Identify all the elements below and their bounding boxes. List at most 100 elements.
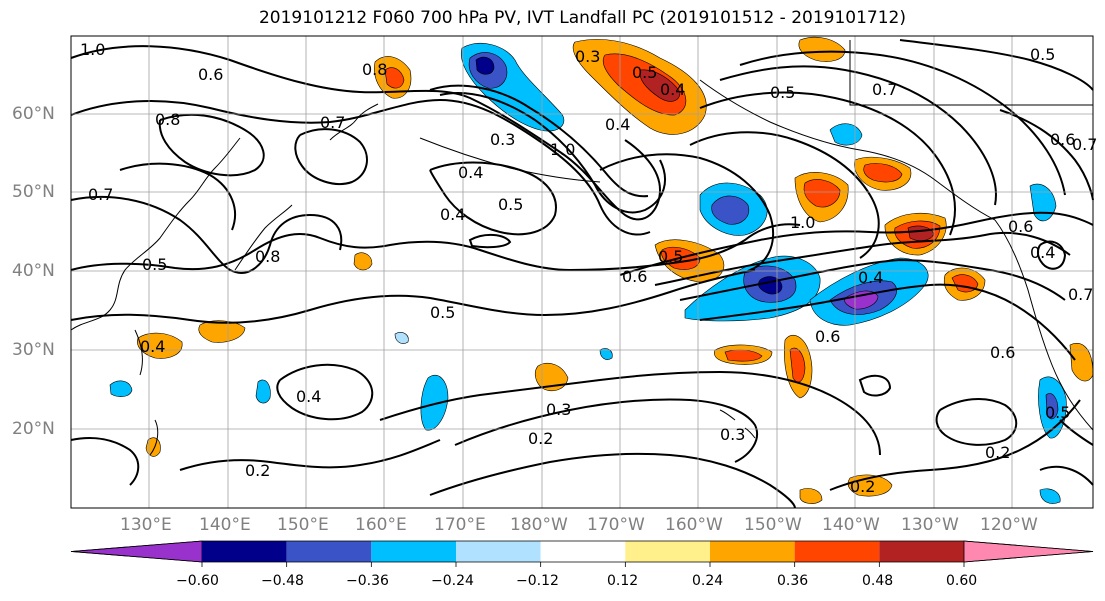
lon-label-130w: 130°W xyxy=(901,515,959,535)
contour-label: 0.8 xyxy=(155,110,180,129)
contour-label: 0.4 xyxy=(660,80,685,99)
contour-line xyxy=(158,113,265,177)
contour-label: 0.5 xyxy=(770,83,795,102)
contour-label: 1.0 xyxy=(550,140,575,159)
contour-label: 0.4 xyxy=(296,387,321,406)
contour-labels: 1.0 0.6 0.8 0.7 0.5 0.8 0.4 0.4 0.5 0.3 … xyxy=(80,40,1097,496)
contour-label: 0.5 xyxy=(498,195,523,214)
shade-positive-ne-corner xyxy=(798,37,846,62)
shade-negative-small-3 xyxy=(599,348,613,360)
contour-label: 0.4 xyxy=(1030,243,1055,262)
colorbar-segment xyxy=(286,541,372,562)
contour-label: 0.5 xyxy=(658,247,683,266)
coastlines xyxy=(70,40,1094,456)
lat-label-20n: 20°N xyxy=(12,419,55,439)
contour-label: 0.5 xyxy=(142,255,167,274)
contour-label: 0.4 xyxy=(458,163,483,182)
shade-negative-mid-pacific-core xyxy=(711,195,750,225)
contour-line xyxy=(70,45,662,221)
contour-line xyxy=(619,211,1094,276)
coastline-hawaii xyxy=(719,409,756,439)
contour-label: 0.6 xyxy=(815,327,840,346)
shade-negative-small-2 xyxy=(255,379,271,404)
colorbar-segment xyxy=(456,541,541,562)
contour-label: 0.7 xyxy=(872,80,897,99)
contour-label: 0.2 xyxy=(985,443,1010,462)
colorbar-segment xyxy=(879,541,964,562)
contour-label: 0.3 xyxy=(490,130,515,149)
lon-label-140e: 140°E xyxy=(199,515,251,535)
contour-line xyxy=(679,258,1066,301)
contour-label: 0.5 xyxy=(1045,403,1070,422)
colorbar-segment xyxy=(794,541,880,562)
contour-label: 0.8 xyxy=(255,247,280,266)
contour-line xyxy=(689,131,880,259)
shade-positive-alaska-north-center xyxy=(639,69,681,102)
map-frame xyxy=(70,35,1094,509)
contour-label: 0.4 xyxy=(440,205,465,224)
coastline-canada-box xyxy=(849,40,1093,106)
shade-positive-gulf-2-core xyxy=(863,163,903,183)
shade-negative-small-4 xyxy=(1029,183,1057,222)
lon-label-160w: 160°W xyxy=(665,515,723,535)
contour-label: 0.7 xyxy=(320,113,345,132)
map-gridlines xyxy=(71,36,1093,508)
contour-line xyxy=(429,452,796,509)
colorbar-tick-label: −0.48 xyxy=(261,573,304,589)
colorbar-tick-label: 0.24 xyxy=(692,573,724,589)
contour-line xyxy=(654,231,1071,286)
contour-label: 0.6 xyxy=(990,343,1015,362)
lon-label-180w: 180°W xyxy=(510,515,568,535)
contour-lines-layer xyxy=(70,39,1094,509)
contour-label: 0.7 xyxy=(1068,285,1093,304)
contour-label: 0.3 xyxy=(546,400,571,419)
contour-label: 0.5 xyxy=(430,303,455,322)
colorbar-segment xyxy=(540,541,626,562)
colorbar-tick-label: 0.48 xyxy=(862,573,894,589)
colorbar-tick-label: 0.36 xyxy=(777,573,809,589)
map-title: 2019101212 F060 700 hPa PV, IVT Landfall… xyxy=(258,8,906,28)
shade-positive-west-alaska-core xyxy=(384,67,405,89)
contour-line xyxy=(179,439,441,471)
contour-line xyxy=(70,223,801,272)
pv-shading-layer xyxy=(109,37,1094,504)
shade-positive-west-4 xyxy=(145,437,161,457)
shade-positive-gulf-1-core xyxy=(803,179,841,208)
lon-label-150w: 150°W xyxy=(744,515,802,535)
contour-line xyxy=(119,162,236,231)
lat-label-40n: 40°N xyxy=(12,261,55,281)
colorbar-tick-label: −0.36 xyxy=(346,573,389,589)
contour-label: 0.4 xyxy=(140,337,165,356)
contour-label: 1.0 xyxy=(80,40,105,59)
contour-line xyxy=(1036,240,1067,270)
coastline-asia xyxy=(70,137,241,331)
contour-line xyxy=(899,39,1094,91)
contour-line xyxy=(858,374,892,397)
contour-line xyxy=(429,84,649,198)
contour-line xyxy=(599,153,775,271)
contour-line xyxy=(379,370,881,456)
shade-negative-bering xyxy=(829,123,863,146)
shade-positive-subtropic-1 xyxy=(534,363,569,391)
shade-positive-west-3 xyxy=(353,252,373,271)
contour-line xyxy=(468,234,512,249)
colorbar-segment xyxy=(710,541,795,562)
contour-line xyxy=(70,195,343,274)
contour-line xyxy=(999,109,1094,201)
colorbar-tick-label: 0.12 xyxy=(607,573,639,589)
shade-positive-west-2 xyxy=(198,320,246,343)
contour-label: 0.5 xyxy=(632,63,657,82)
coastline-na-west xyxy=(994,219,1094,431)
colorbar-tick-label: −0.60 xyxy=(176,573,219,589)
colorbar xyxy=(70,540,1094,567)
colorbar-segment xyxy=(625,541,710,562)
colorbar-tick-label: −0.24 xyxy=(431,573,474,589)
lat-label-50n: 50°N xyxy=(12,182,55,202)
coastline-kamchatka xyxy=(329,103,379,141)
shade-negative-small-1 xyxy=(109,380,133,397)
shade-negative-west-coast-core xyxy=(1045,393,1059,420)
contour-line xyxy=(699,283,1076,361)
contour-label: 0.2 xyxy=(245,461,270,480)
contour-line xyxy=(276,363,374,421)
